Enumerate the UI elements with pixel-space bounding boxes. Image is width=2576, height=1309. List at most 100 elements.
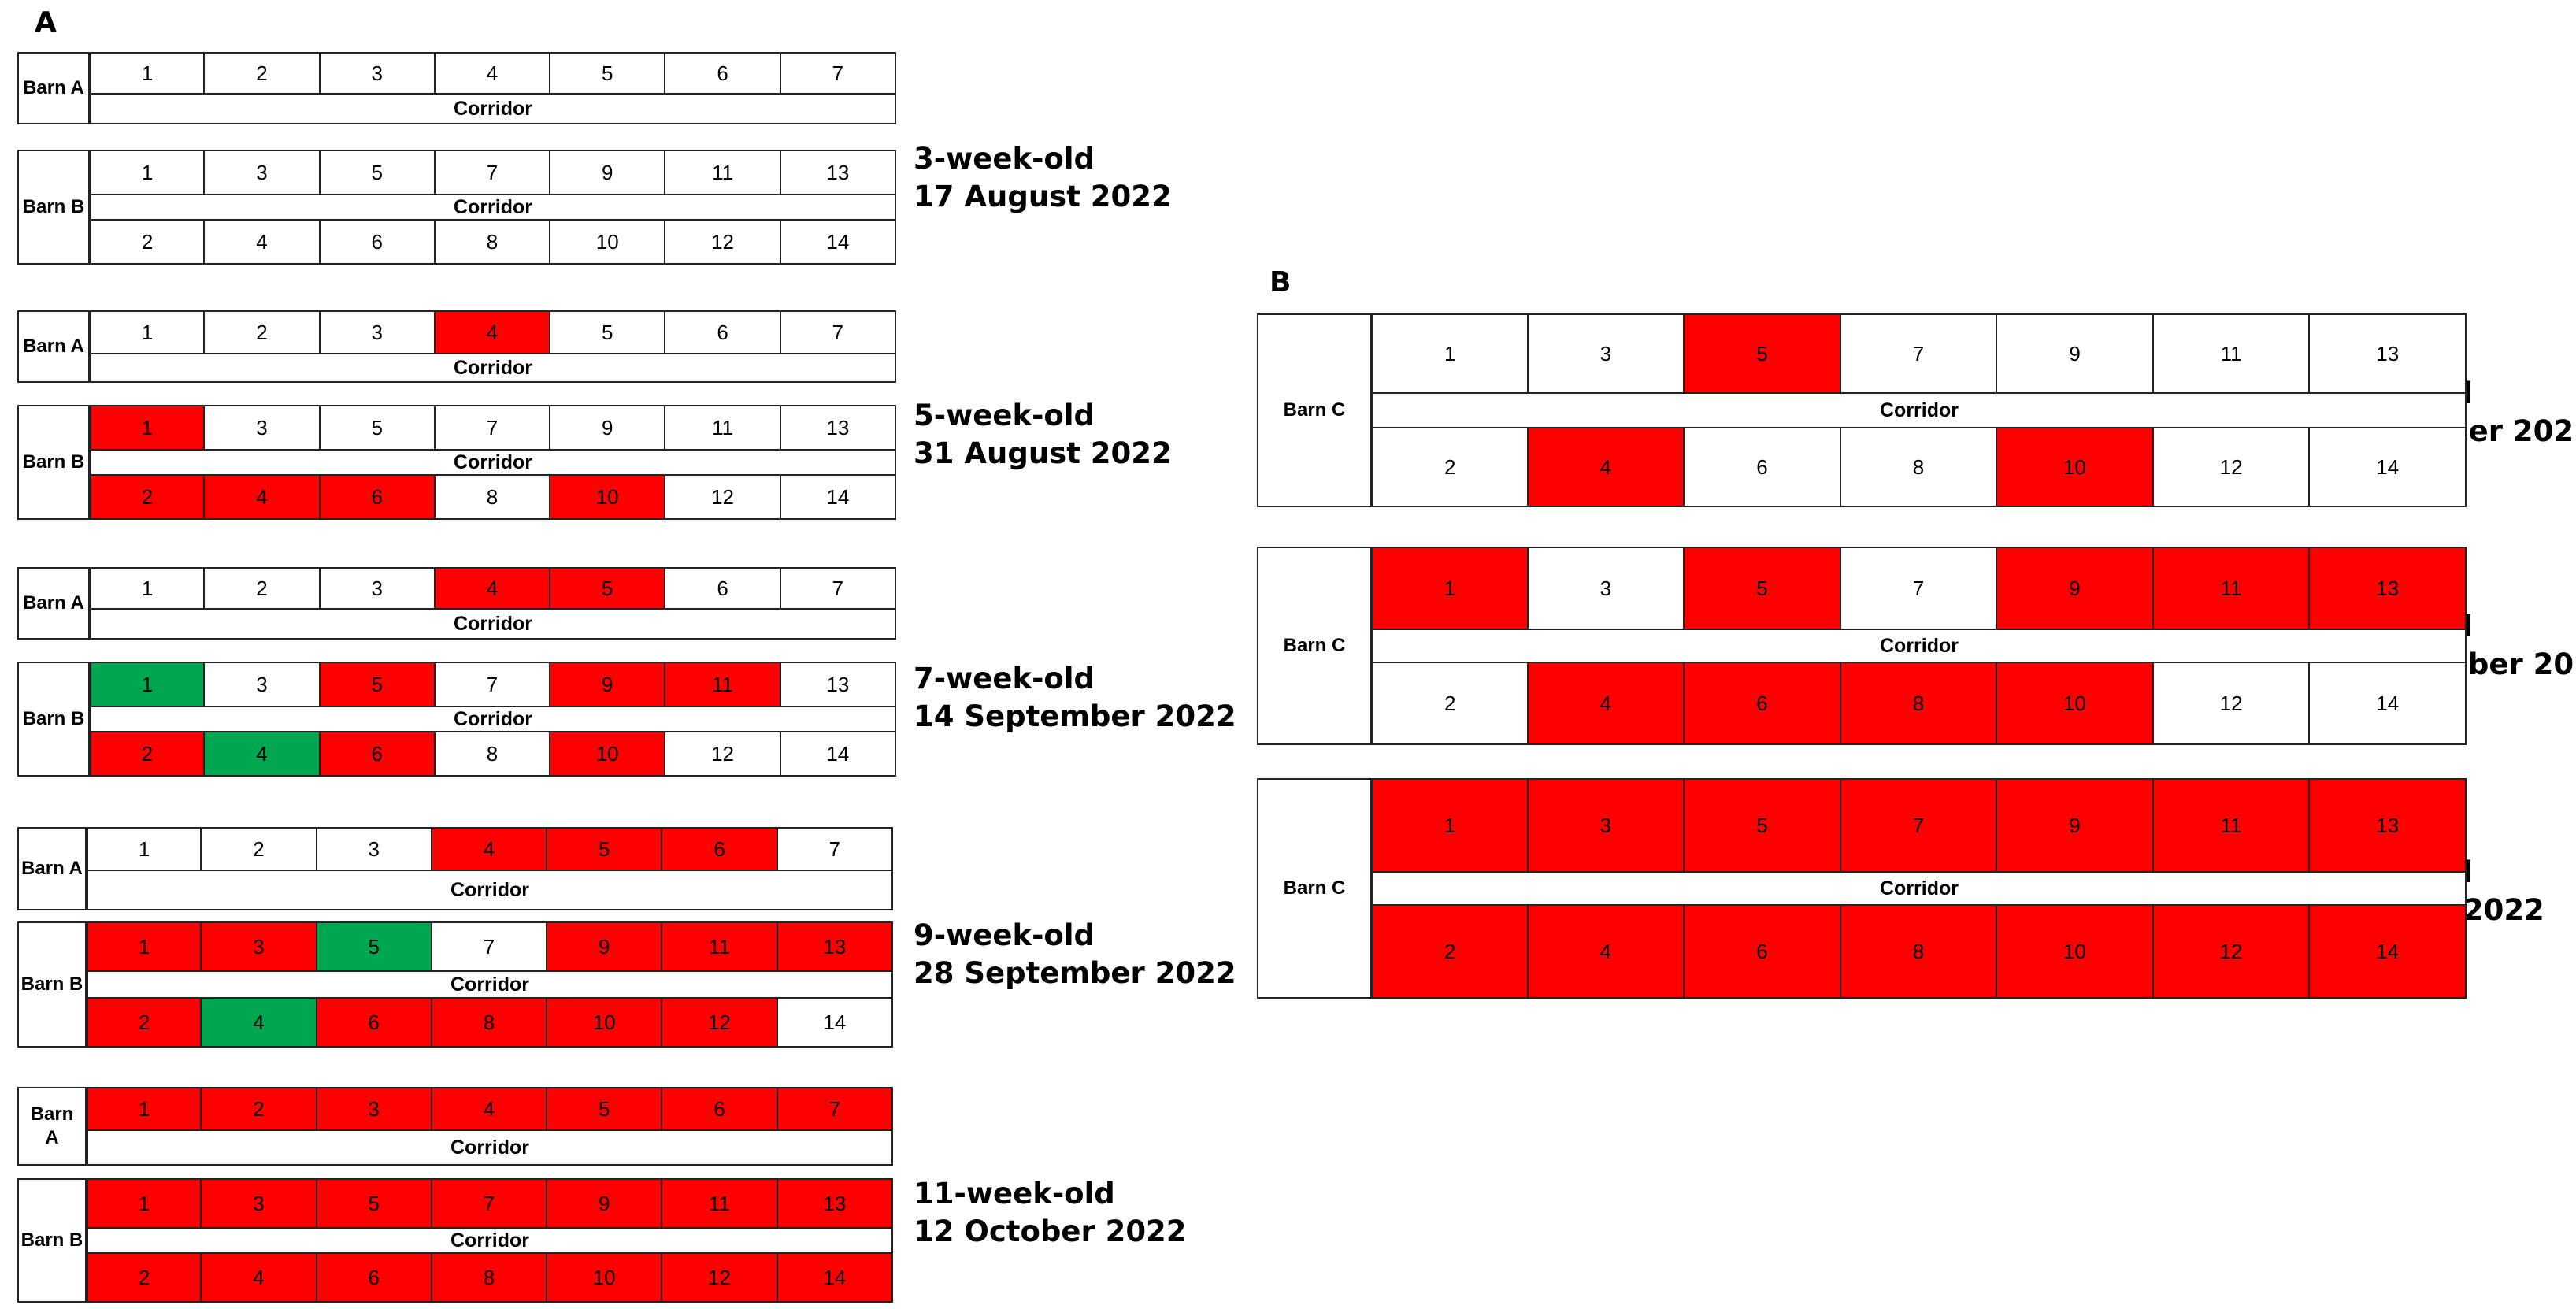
- pen-cell: 4: [1526, 662, 1685, 745]
- pen-cell: 3: [203, 662, 321, 707]
- pen-cell: 13: [2308, 313, 2467, 394]
- pen-cell: 4: [433, 310, 551, 354]
- pen-cell: 14: [776, 997, 893, 1048]
- pen-cell: 2: [90, 219, 206, 265]
- barn-label: Barn B: [17, 662, 90, 777]
- caption-age: 7-week-old: [914, 662, 1095, 695]
- pen-cell: 12: [661, 1252, 778, 1303]
- pen-cell: 3: [200, 1178, 317, 1229]
- pen-cell: 1: [90, 310, 206, 354]
- pen-cell: 1: [1372, 313, 1529, 394]
- barn-label: Barn C: [1257, 547, 1372, 745]
- caption-date: 28 September 2022: [914, 956, 1236, 990]
- pen-cell: 6: [1683, 904, 1841, 999]
- pen-cell: 2: [203, 52, 321, 95]
- pen-cell: 10: [1996, 427, 2154, 507]
- caption-date: 31 August 2022: [914, 436, 1172, 470]
- caption-a-9wk: 9-week-old 28 September 2022: [914, 917, 1236, 992]
- caption-date: 17 August 2022: [914, 180, 1172, 213]
- pen-cell: 2: [87, 1252, 202, 1303]
- pen-cell: 3: [315, 827, 432, 871]
- pen-cell: 7: [779, 567, 896, 610]
- caption-age: 3-week-old: [914, 142, 1095, 176]
- barn-block: Barn B 1 3 5 7 9 11 13 2 4 6 8 10 12 14 Corridor: [17, 921, 893, 1048]
- pen-cell: 2: [90, 474, 206, 520]
- pen-cell: 5: [315, 1178, 432, 1229]
- pen-cell: 3: [318, 52, 436, 95]
- pen-cell: 9: [1996, 778, 2154, 873]
- pen-cell: 14: [2308, 904, 2467, 999]
- barn-block: Barn A 1 2 3 4 5 6 7 Corridor: [17, 52, 896, 124]
- pen-cell: 5: [1683, 313, 1841, 394]
- pen-cell: 14: [779, 219, 896, 265]
- pen-cell: 5: [1683, 547, 1841, 630]
- pen-cell: 4: [203, 474, 321, 520]
- pen-cell: 6: [661, 827, 778, 871]
- pen-cell: 2: [90, 731, 206, 777]
- caption-age: 9-week-old: [914, 918, 1095, 952]
- pen-cell: 14: [2308, 427, 2467, 507]
- barn-label: Barn A: [17, 827, 87, 910]
- pen-cell: 7: [433, 662, 551, 707]
- pen-cell: 4: [203, 219, 321, 265]
- caption-date: 14 September 2022: [914, 699, 1236, 733]
- pen-cell: 11: [664, 150, 781, 195]
- pen-cell: 2: [203, 567, 321, 610]
- caption-age: 5-week-old: [914, 399, 1095, 432]
- pen-cell: 3: [1526, 778, 1685, 873]
- pen-cell: 3: [200, 921, 317, 972]
- pen-cell: 6: [1683, 662, 1841, 745]
- pen-cell: 4: [203, 731, 321, 777]
- caption-a-11wk: 11-week-old 12 October 2022: [914, 1175, 1187, 1251]
- pen-cell: 8: [1839, 427, 1998, 507]
- pen-cell: 12: [2152, 904, 2311, 999]
- caption-a-5wk: 5-week-old 31 August 2022: [914, 397, 1172, 473]
- pen-cell: 10: [546, 1252, 663, 1303]
- pen-cell: 12: [2152, 662, 2311, 745]
- barn-block: Barn C 1 3 5 7 9 11 13 2 4 6 8 10 12 14 Corridor: [1257, 778, 2467, 999]
- pen-cell: 11: [661, 921, 778, 972]
- pen-cell: 9: [549, 150, 666, 195]
- barn-block: Barn A 1 2 3 4 5 6 7 Corridor: [17, 567, 896, 640]
- barn-label: Barn B: [17, 150, 90, 265]
- pen-cell: 2: [1372, 427, 1529, 507]
- pen-cell: 4: [430, 827, 548, 871]
- pen-cell: 11: [664, 405, 781, 451]
- pen-cell: 11: [2152, 547, 2311, 630]
- pen-cell: 2: [1372, 662, 1529, 745]
- pen-cell: 4: [1526, 427, 1685, 507]
- pen-cell: 13: [2308, 547, 2467, 630]
- pen-cell: 6: [318, 219, 436, 265]
- barn-block: Barn A 1 2 3 4 5 6 7 Corridor: [17, 310, 896, 383]
- pen-cell: 10: [549, 219, 666, 265]
- pen-cell: 4: [1526, 904, 1685, 999]
- pen-cell: 14: [779, 731, 896, 777]
- pen-cell: 6: [664, 310, 781, 354]
- barn-label: Barn C: [1257, 778, 1372, 999]
- pen-cell: 6: [315, 997, 432, 1048]
- pen-cell: 13: [779, 150, 896, 195]
- pen-cell: 5: [549, 310, 666, 354]
- pen-cell: 12: [661, 997, 778, 1048]
- pen-cell: 6: [664, 567, 781, 610]
- pen-cell: 9: [1996, 547, 2154, 630]
- caption-date: 12 October 2022: [914, 1214, 1187, 1248]
- pen-cell: 6: [318, 474, 436, 520]
- pen-cell: 1: [90, 52, 206, 95]
- pen-cell: 9: [546, 1178, 663, 1229]
- pen-cell: 3: [315, 1087, 432, 1131]
- corridor: Corridor: [90, 93, 896, 124]
- barn-block: Barn B 1 3 5 7 9 11 13 2 4 6 8 10 12 14 Corridor: [17, 662, 896, 777]
- pen-cell: 5: [318, 662, 436, 707]
- pen-cell: 8: [430, 997, 548, 1048]
- pen-cell: 7: [1839, 313, 1998, 394]
- corridor: Corridor: [90, 449, 896, 476]
- pen-cell: 7: [776, 1087, 893, 1131]
- pen-cell: 4: [200, 1252, 317, 1303]
- pen-cell: 2: [87, 997, 202, 1048]
- pen-cell: 8: [430, 1252, 548, 1303]
- pen-cell: 7: [433, 405, 551, 451]
- pen-cell: 14: [776, 1252, 893, 1303]
- pen-cell: 12: [2152, 427, 2311, 507]
- pen-cell: 12: [664, 474, 781, 520]
